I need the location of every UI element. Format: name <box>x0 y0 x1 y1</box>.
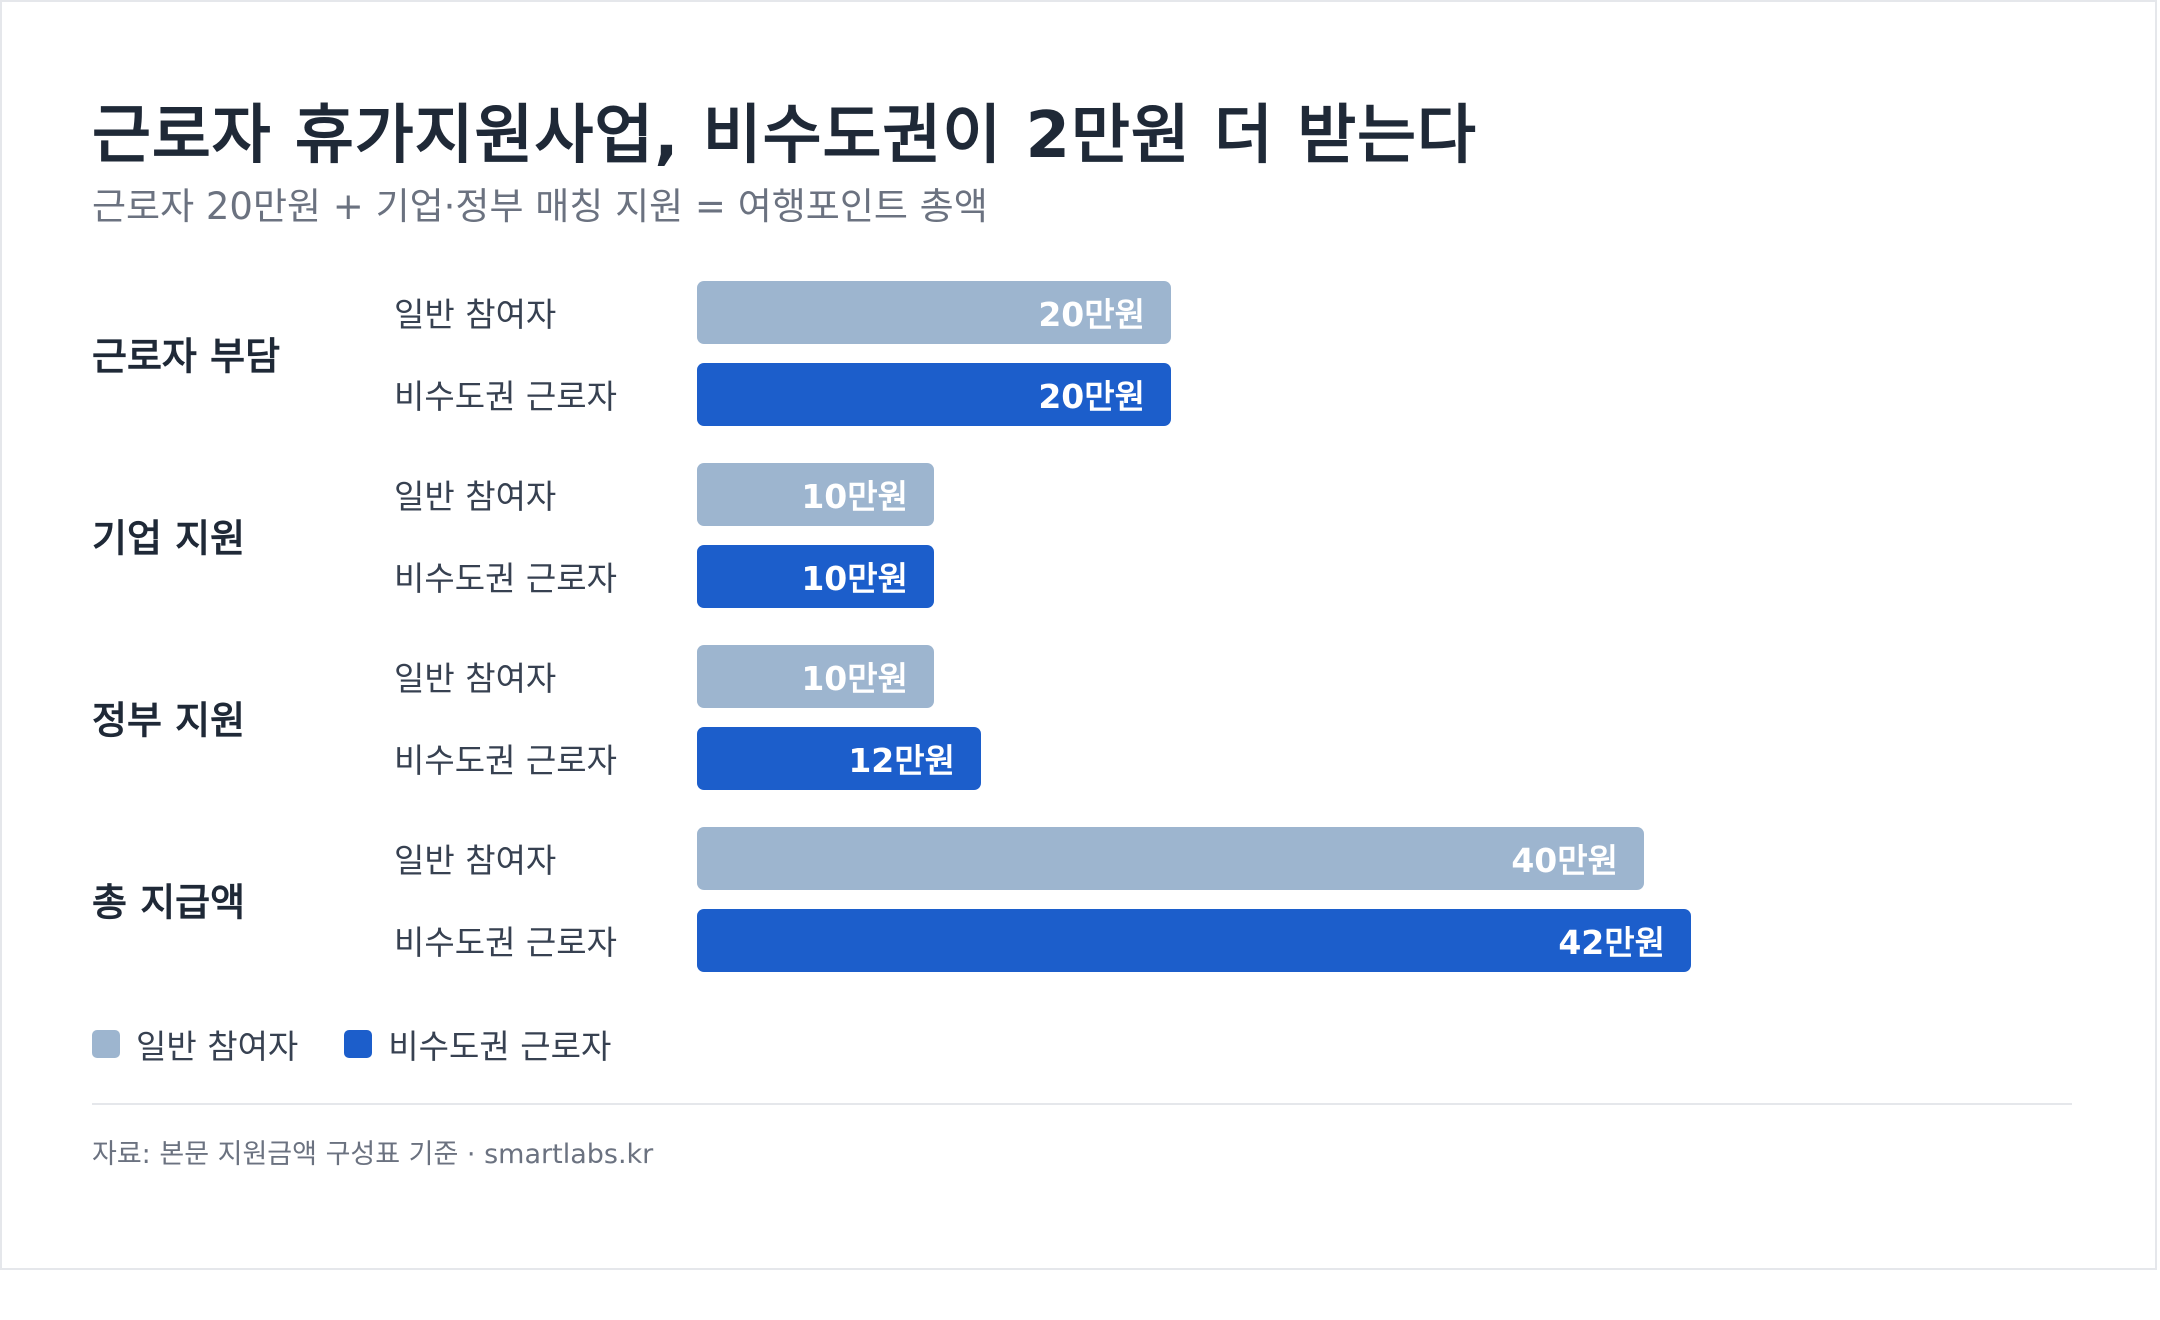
row-label-general: 일반 참여자 <box>394 295 557 334</box>
row-label-non-capital: 비수도권 근로자 <box>394 923 618 962</box>
legend-label-general: 일반 참여자 <box>136 1027 299 1066</box>
footer-divider <box>92 1103 2072 1105</box>
bar-value-label: 10만원 <box>801 659 908 698</box>
bar-general: 20만원 <box>697 280 1171 344</box>
legend-item-non-capital: 비수도권 근로자 <box>344 1020 611 1068</box>
bar-general: 40만원 <box>697 826 1644 890</box>
group-label: 근로자 부담 <box>92 334 281 379</box>
legend-swatch-non-capital <box>344 1030 373 1058</box>
bar-general: 10만원 <box>697 644 934 708</box>
chart-subtitle: 근로자 20만원 + 기업·정부 매칭 지원 = 여행포인트 총액 <box>92 185 988 228</box>
bar-non-capital: 12만원 <box>697 726 981 790</box>
legend-label-non-capital: 비수도권 근로자 <box>388 1027 612 1066</box>
legend: 일반 참여자 비수도권 근로자 <box>92 1020 611 1068</box>
bar-non-capital: 20만원 <box>697 362 1171 426</box>
bar-value-label: 10만원 <box>801 559 908 598</box>
group-label: 총 지급액 <box>92 880 246 925</box>
row-label-general: 일반 참여자 <box>394 659 557 698</box>
legend-swatch-general <box>92 1030 120 1058</box>
bar-value-label: 12만원 <box>848 741 955 780</box>
row-label-non-capital: 비수도권 근로자 <box>394 741 618 780</box>
bar-value-label: 40만원 <box>1511 841 1618 880</box>
bar-value-label: 10만원 <box>801 477 908 516</box>
bar-value-label: 20만원 <box>1038 295 1145 334</box>
bar-general: 10만원 <box>697 462 934 526</box>
row-label-non-capital: 비수도권 근로자 <box>394 377 618 416</box>
group-label: 정부 지원 <box>92 698 246 743</box>
legend-item-general: 일반 참여자 <box>92 1020 298 1068</box>
bar-non-capital: 10만원 <box>697 544 934 608</box>
group-label: 기업 지원 <box>92 516 246 561</box>
row-label-general: 일반 참여자 <box>394 477 557 516</box>
row-label-non-capital: 비수도권 근로자 <box>394 559 618 598</box>
bar-value-label: 42만원 <box>1558 923 1665 962</box>
source-note: 자료: 본문 지원금액 구성표 기준 · smartlabs.kr <box>92 1139 654 1170</box>
chart-card: 근로자 휴가지원사업, 비수도권이 2만원 더 받는다 근로자 20만원 + 기… <box>0 0 2157 1270</box>
bar-non-capital: 42만원 <box>697 908 1691 972</box>
chart-title: 근로자 휴가지원사업, 비수도권이 2만원 더 받는다 <box>92 99 1477 173</box>
bar-value-label: 20만원 <box>1038 377 1145 416</box>
row-label-general: 일반 참여자 <box>394 841 557 880</box>
